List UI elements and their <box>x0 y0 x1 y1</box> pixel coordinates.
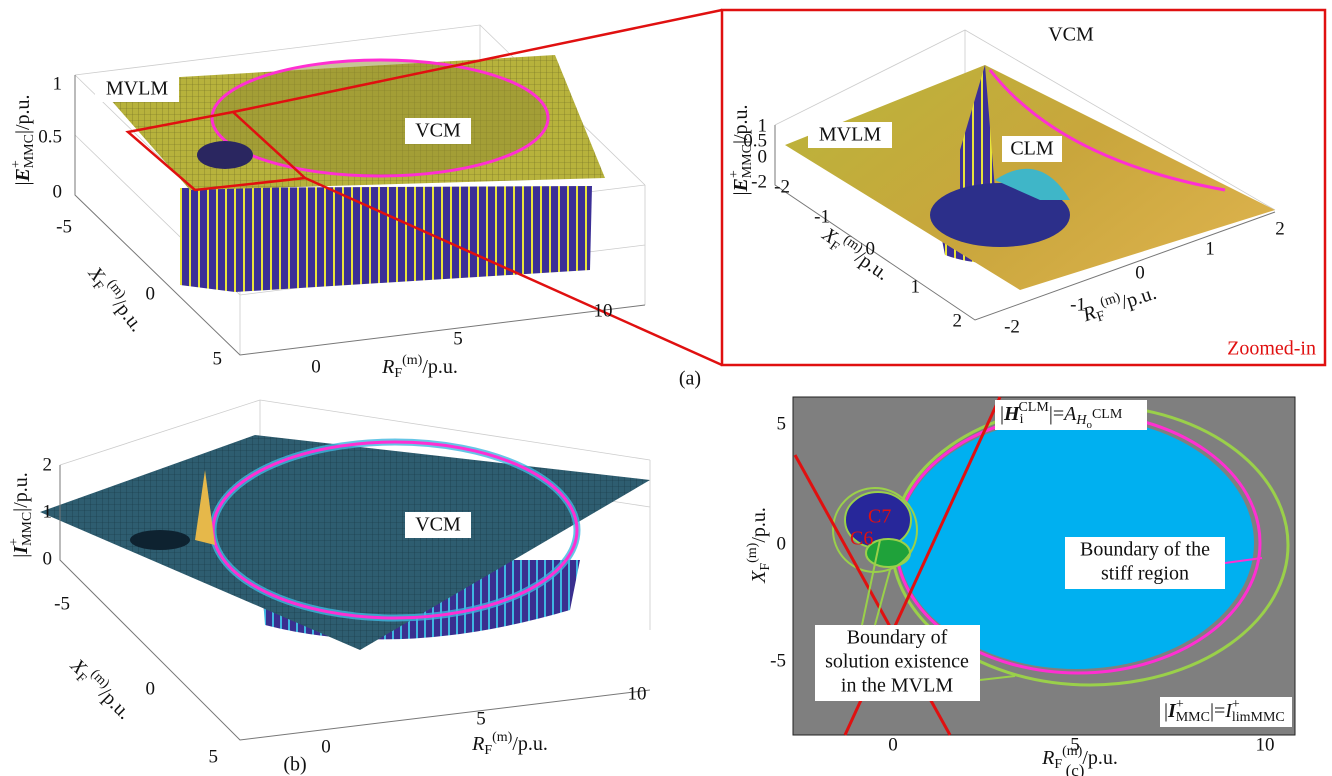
zoom-note: Zoomed-in <box>1227 338 1316 360</box>
text-part: A <box>1062 403 1077 425</box>
text-part: F <box>758 563 773 571</box>
text-part: F <box>1054 757 1062 772</box>
text-part: E <box>12 168 34 182</box>
x-tick-label: 0 <box>146 283 156 304</box>
text-part: limMMC <box>1232 710 1285 725</box>
region-label: MVLM <box>106 78 168 100</box>
text-part: E <box>730 178 752 192</box>
surface-shadow <box>130 530 190 550</box>
surface-hole <box>197 141 253 169</box>
region-label: VCM <box>415 120 461 142</box>
y-tick-label: 5 <box>777 413 787 434</box>
text-part: CLM <box>1092 407 1123 422</box>
text-part: |/p.u. <box>10 472 32 512</box>
text-part: MMC <box>1176 710 1210 725</box>
text-part: MMC <box>20 512 35 546</box>
r-tick-label: 0 <box>321 736 331 757</box>
text-part: (m) <box>492 730 513 745</box>
z-tick-label: 0.5 <box>38 126 62 147</box>
r-tick-label: 5 <box>453 328 463 349</box>
text-part: /p.u. <box>422 356 458 378</box>
annotation: solution existence <box>825 651 969 673</box>
x-tick-label: 1 <box>911 276 921 297</box>
r-axis-label: RF(m)/p.u. <box>471 730 548 758</box>
r-tick-label: 1 <box>1205 238 1215 259</box>
text-part: |/p.u. <box>730 104 752 144</box>
annotation: stiff region <box>1101 563 1189 585</box>
figure: MVLM VCM 0 0.5 1 -5 0 5 0 5 10 |E+MMC|/p… <box>0 0 1332 776</box>
text-part: CLM <box>1018 400 1049 415</box>
y-tick-label: 0 <box>777 533 787 554</box>
z-tick-label: 0 <box>43 548 53 569</box>
text-part: (m) <box>745 542 760 563</box>
panel-a: MVLM VCM 0 0.5 1 -5 0 5 0 5 10 |E+MMC|/p… <box>9 10 722 390</box>
text-part: |= <box>1049 403 1064 425</box>
curve-label: C6 <box>850 528 873 550</box>
text-part: /p.u. <box>109 294 148 336</box>
annotation: Boundary of the <box>1080 539 1210 561</box>
text-part: /p.u. <box>1082 747 1118 769</box>
z-tick-label: 0 <box>53 181 63 202</box>
r-axis-label: RF(m)/p.u. <box>381 353 458 381</box>
x-tick-label: 10 <box>1256 734 1275 755</box>
zoom-panel: MVLM VCM CLM -2 0 0.5 1 -2 -1 0 1 2 -2 -… <box>722 10 1325 365</box>
x-tick-label: -5 <box>56 216 72 237</box>
region-label: VCM <box>1048 24 1094 46</box>
text-part: |/p.u. <box>12 94 34 134</box>
r-tick-label: 5 <box>476 708 486 729</box>
text-part: MMC <box>22 134 37 168</box>
x-tick-label: 5 <box>213 348 223 369</box>
y-tick-label: -5 <box>770 650 786 671</box>
x-tick-label: 0 <box>146 678 156 699</box>
x-tick-label: 0 <box>888 734 898 755</box>
text-part: |= <box>1210 700 1225 722</box>
x-axis-label: XF(m)/p.u. <box>63 652 137 726</box>
text-part: R <box>1041 747 1054 769</box>
x-tick-label: -1 <box>814 206 830 227</box>
text-part: /p.u. <box>512 733 548 755</box>
text-part: R <box>471 733 484 755</box>
z-tick-label: 1 <box>43 501 53 522</box>
panel-b: VCM 0 1 2 -5 0 5 0 5 10 |I+MMC|/p.u. XF(… <box>7 400 650 776</box>
r-tick-label: -2 <box>1004 316 1020 337</box>
r-tick-label: 0 <box>311 356 321 377</box>
x-tick-label: -5 <box>54 593 70 614</box>
x-tick-label: 5 <box>209 746 219 767</box>
annotation: Boundary of <box>847 627 948 649</box>
x-tick-label: -2 <box>774 176 790 197</box>
r-tick-label: 2 <box>1275 218 1285 239</box>
text-part: F <box>394 366 402 381</box>
annotation: in the MVLM <box>841 675 953 697</box>
panel-c: C7 C6 |HiCLM|=AHoCLM Boundary of the sti… <box>745 397 1295 776</box>
z-tick-label: 2 <box>43 454 53 475</box>
x-tick-label: 2 <box>953 310 963 331</box>
text-part: X <box>748 570 770 584</box>
z-axis-label: |I+MMC|/p.u. <box>7 472 35 558</box>
z-tick-label: 1 <box>758 115 768 136</box>
caption: (b) <box>283 754 306 776</box>
caption: (a) <box>679 368 701 390</box>
text-part: F <box>484 743 492 758</box>
region-label: CLM <box>1010 138 1054 160</box>
region-label: VCM <box>415 514 461 536</box>
text-part: (m) <box>1062 744 1083 759</box>
caption: (c) <box>1066 761 1085 776</box>
text-part: (m) <box>402 353 423 368</box>
z-tick-label: 1 <box>53 73 63 94</box>
y-axis-label: XF(m)/p.u. <box>745 507 773 584</box>
r-tick-label: 10 <box>628 683 647 704</box>
r-tick-label: 10 <box>594 300 613 321</box>
surface-wall <box>180 186 592 292</box>
r-tick-label: 0 <box>1135 262 1145 283</box>
text-part: R <box>381 356 394 378</box>
curve-label: C7 <box>868 506 891 528</box>
z-axis-label: |E+MMC|/p.u. <box>9 94 37 185</box>
text-part: MMC <box>740 144 755 178</box>
region-label: MVLM <box>819 124 881 146</box>
x-axis-label: XF(m)/p.u. <box>81 260 150 338</box>
text-part: /p.u. <box>748 507 770 543</box>
